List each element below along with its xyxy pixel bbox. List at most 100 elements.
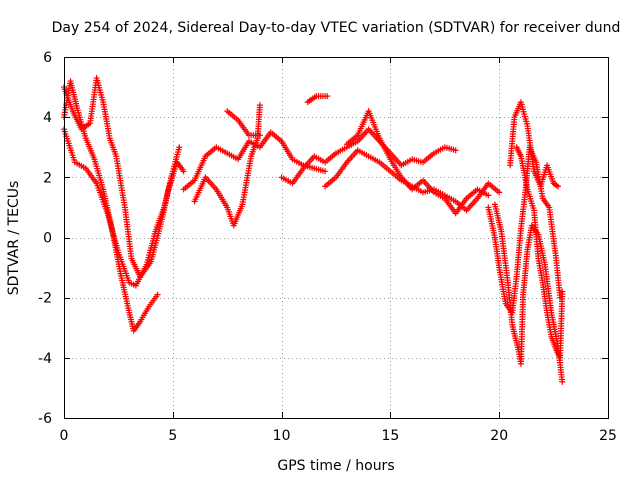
data-marker	[103, 208, 110, 215]
data-marker	[276, 136, 283, 143]
y-tick-label: 4	[43, 110, 52, 126]
chart-title: Day 254 of 2024, Sidereal Day-to-day VTE…	[52, 20, 621, 36]
data-marker	[82, 132, 89, 139]
data-marker	[397, 172, 404, 179]
data-marker	[128, 253, 135, 260]
data-marker	[238, 203, 245, 210]
data-marker	[71, 156, 78, 163]
data-marker	[175, 146, 182, 153]
data-marker	[85, 121, 92, 128]
y-tick-label: 6	[43, 50, 52, 66]
data-marker	[158, 218, 165, 225]
data-marker	[439, 194, 446, 201]
data-marker	[462, 197, 469, 204]
data-marker	[331, 175, 338, 182]
data-marker	[299, 167, 305, 174]
data-marker	[539, 277, 546, 284]
data-marker	[233, 115, 240, 122]
axis-ticks	[64, 57, 609, 419]
data-marker	[511, 116, 518, 123]
data-marker	[363, 152, 370, 159]
data-marker	[385, 166, 392, 173]
data-marker	[146, 260, 153, 267]
data-marker	[539, 192, 546, 199]
x-tick-label: 10	[273, 428, 291, 444]
data-marker	[92, 178, 99, 185]
data-marker	[201, 155, 208, 162]
x-tick-labels: 0 5 10 15 20 25	[60, 428, 617, 444]
data-marker	[417, 188, 424, 195]
series-track-3	[61, 75, 187, 280]
data-marker	[559, 291, 566, 298]
data-marker	[189, 178, 196, 185]
data-marker	[144, 305, 151, 312]
data-marker	[311, 94, 318, 101]
data-marker	[543, 307, 550, 314]
data-marker	[211, 184, 218, 191]
y-tick-label: -6	[38, 411, 52, 427]
data-marker	[472, 197, 479, 204]
data-marker	[222, 149, 229, 156]
data-marker	[80, 164, 87, 171]
data-marker	[429, 187, 436, 194]
x-tick-label: 15	[381, 428, 399, 444]
data-marker	[450, 197, 457, 204]
data-marker	[153, 293, 160, 300]
data-marker	[524, 248, 531, 255]
data-marker	[517, 151, 524, 158]
series-track-5	[191, 102, 263, 229]
data-marker	[244, 130, 251, 137]
data-marker	[319, 167, 326, 174]
data-marker	[406, 157, 413, 164]
data-marker	[298, 161, 305, 168]
data-marker	[523, 120, 530, 127]
series-track-13	[507, 99, 561, 190]
data-marker	[556, 353, 563, 360]
series-track-1	[61, 78, 161, 334]
series-track-9	[322, 147, 503, 214]
x-tick-label: 25	[599, 428, 617, 444]
data-marker	[179, 166, 186, 173]
y-axis-label: SDTVAR / TECUs	[6, 181, 22, 296]
data-marker	[535, 253, 542, 260]
data-marker	[244, 140, 251, 147]
data-marker	[352, 133, 359, 140]
data-marker	[502, 298, 509, 305]
data-marker	[68, 105, 75, 112]
data-marker	[439, 145, 446, 152]
x-tick-label: 20	[490, 428, 508, 444]
data-marker	[254, 132, 261, 139]
data-marker	[309, 164, 316, 171]
data-marker	[429, 151, 436, 158]
x-tick-label: 0	[60, 428, 69, 444]
data-marker	[530, 205, 537, 212]
data-marker	[256, 104, 263, 111]
data-marker	[287, 179, 294, 186]
y-tick-labels: -6 -4 -2 0 2 4 6	[38, 50, 52, 427]
data-marker	[331, 151, 338, 158]
series-track-8	[278, 126, 459, 187]
data-marker	[450, 146, 457, 153]
data-marker	[253, 137, 260, 144]
series-track-7	[304, 93, 331, 106]
data-marker	[491, 232, 498, 239]
data-marker	[99, 96, 106, 103]
data-marker	[549, 178, 556, 185]
data-marker	[232, 155, 239, 162]
data-marker	[509, 319, 515, 326]
data-marker	[530, 165, 537, 172]
data-marker	[342, 161, 349, 168]
data-marker	[497, 226, 504, 233]
y-tick-label: -2	[38, 291, 52, 307]
data-points	[61, 75, 566, 385]
series-track-4	[180, 129, 329, 193]
series-track-6	[224, 108, 263, 139]
data-marker	[121, 201, 128, 208]
data-marker	[99, 184, 106, 191]
data-marker	[559, 376, 566, 383]
series-track-14	[513, 144, 566, 361]
data-marker	[114, 247, 121, 254]
data-marker	[494, 187, 501, 194]
data-marker	[374, 158, 381, 165]
